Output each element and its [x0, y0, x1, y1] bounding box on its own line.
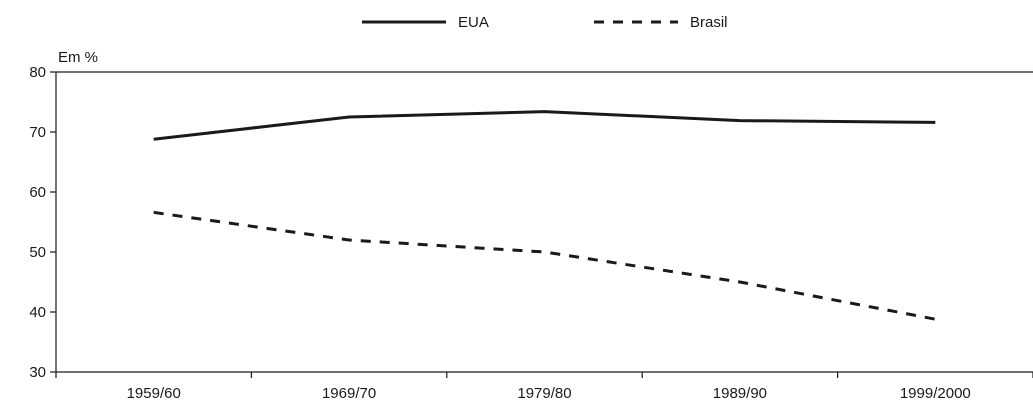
x-axis-ticks: 1959/60 1969/70 1979/80 1989/90 1999/2000: [55, 372, 1033, 402]
y-axis-unit-label: Em %: [58, 49, 98, 66]
series-line-eua: [153, 110, 936, 141]
legend-item-brasil: Brasil: [594, 14, 728, 31]
legend-item-eua: EUA: [362, 14, 489, 31]
y-tick-label-50: 50: [29, 244, 46, 261]
data-point-eua-4: [934, 121, 937, 124]
y-tick-label-30: 30: [29, 364, 46, 381]
x-tick-label-1: 1969/70: [322, 385, 376, 402]
series-line-brasil: [153, 210, 936, 321]
data-point-brasil-4: [934, 318, 937, 321]
axes: [55, 71, 1033, 373]
data-point-eua-1: [348, 116, 351, 119]
legend-label-eua: EUA: [458, 14, 489, 31]
series-layer: [152, 110, 937, 321]
y-tick-label-70: 70: [29, 124, 46, 141]
data-point-brasil-3: [738, 281, 741, 284]
series-eua: [152, 110, 937, 141]
y-tick-label-60: 60: [29, 184, 46, 201]
data-point-eua-0: [152, 138, 155, 141]
data-point-eua-3: [738, 119, 741, 122]
x-tick-label-4: 1999/2000: [900, 385, 971, 402]
x-tick-label-0: 1959/60: [127, 385, 181, 402]
data-point-brasil-2: [543, 251, 546, 254]
legend-label-brasil: Brasil: [690, 14, 728, 31]
series-brasil: [152, 210, 937, 321]
data-point-brasil-0: [152, 211, 155, 214]
data-point-brasil-1: [348, 239, 351, 242]
y-tick-label-40: 40: [29, 304, 46, 321]
legend: EUA Brasil: [362, 14, 728, 31]
x-tick-label-2: 1979/80: [517, 385, 571, 402]
y-axis-ticks: 30 40 50 60 70 80: [29, 64, 56, 381]
x-tick-label-3: 1989/90: [713, 385, 767, 402]
data-point-eua-2: [543, 110, 546, 113]
y-tick-label-80: 80: [29, 64, 46, 81]
